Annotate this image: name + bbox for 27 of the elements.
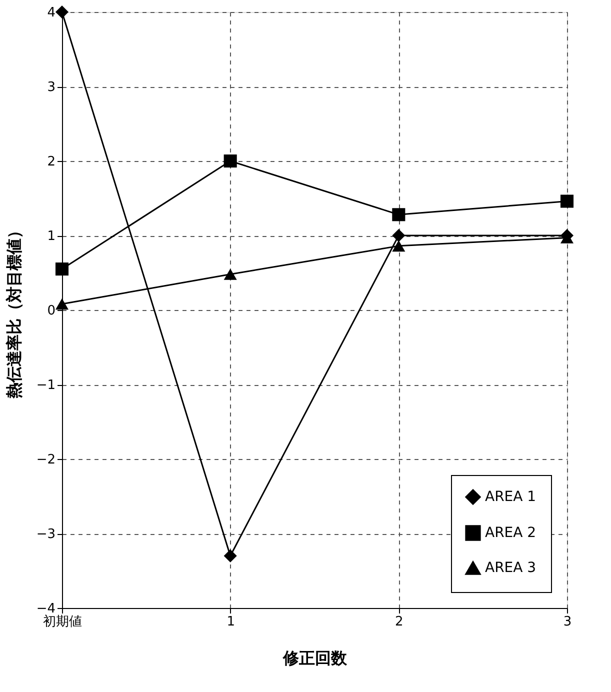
legend-label: AREA 1: [485, 489, 536, 505]
x-axis-title: 修正回数: [282, 648, 348, 668]
y-tick-label: 4: [47, 6, 56, 20]
y-tick-label: −2: [36, 452, 56, 468]
x-tick-label: 2: [395, 614, 404, 630]
y-tick-label: 2: [47, 154, 56, 170]
y-tick-label: 0: [47, 304, 56, 318]
point: [224, 154, 237, 168]
x-tick-label: 3: [563, 614, 572, 630]
point: [560, 194, 574, 208]
legend-label: AREA 2: [485, 525, 536, 541]
y-tick-label: −1: [36, 378, 56, 393]
y-axis-title: 熱伝達率比（対目標値）: [4, 222, 24, 400]
point: [224, 549, 237, 562]
point: [392, 228, 406, 242]
y-tick-label: 3: [47, 80, 56, 95]
y-tick-label: 1: [47, 229, 56, 244]
x-tick-label: 1: [226, 614, 235, 630]
point: [55, 298, 69, 310]
point: [55, 5, 69, 19]
point: [224, 268, 237, 280]
legend-label: AREA 3: [485, 560, 536, 576]
point: [392, 208, 406, 222]
point: [55, 262, 69, 276]
y-tick-label: −3: [36, 527, 56, 542]
x-tick-label: 初期値: [43, 614, 82, 630]
point: [392, 240, 406, 252]
